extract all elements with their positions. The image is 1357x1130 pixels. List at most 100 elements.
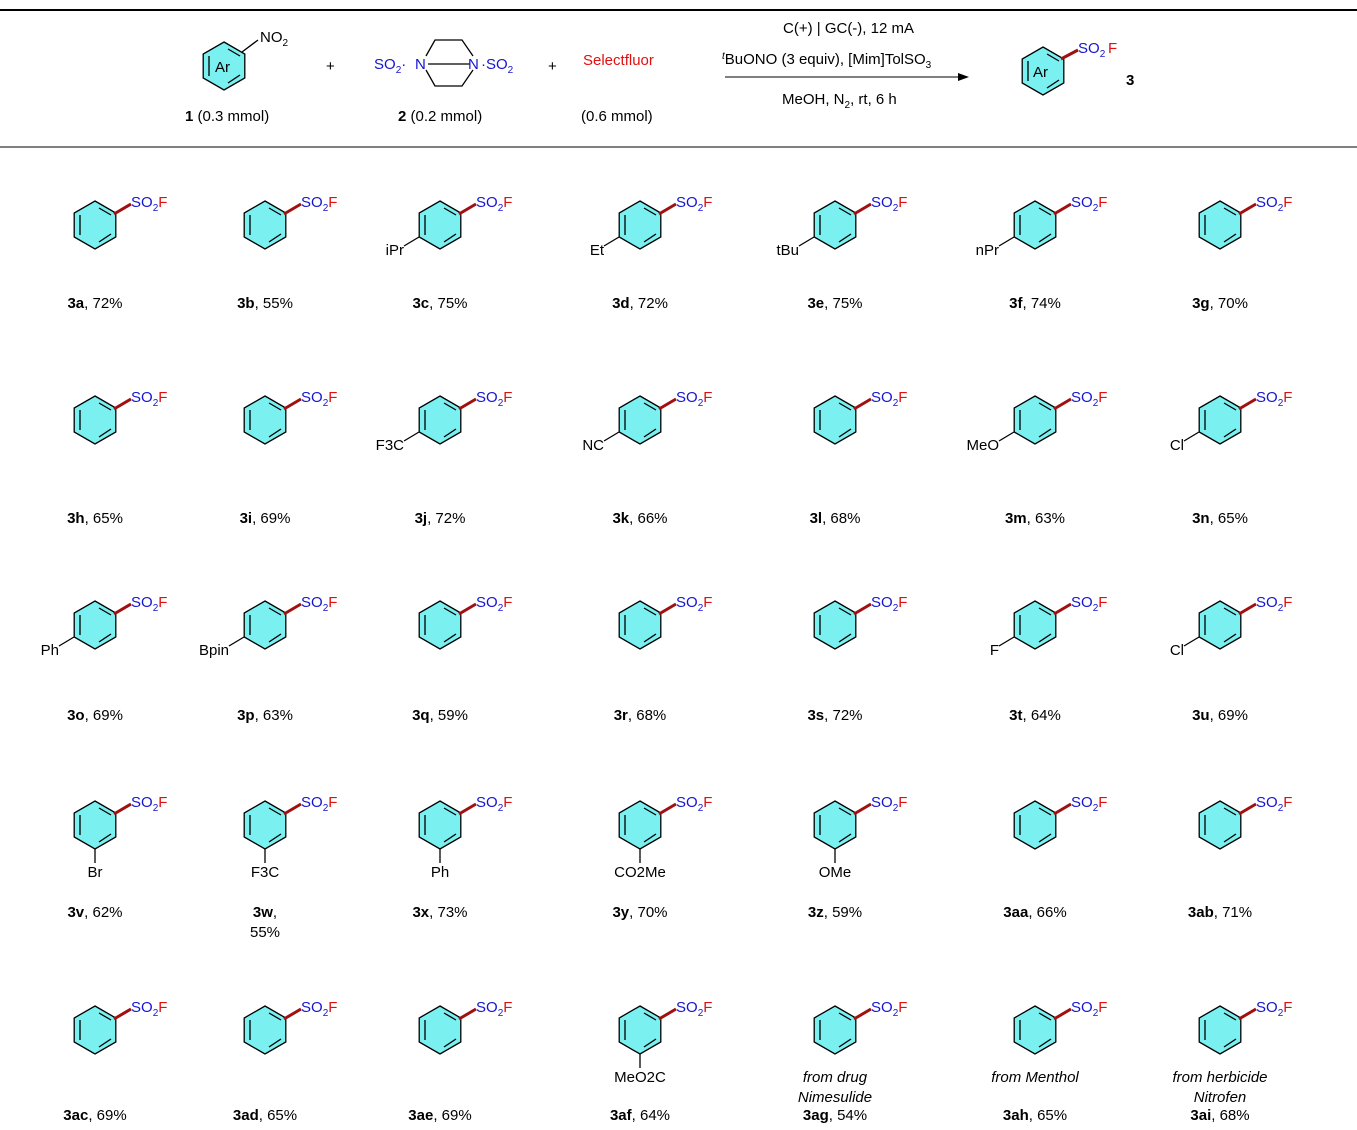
svg-text:SO2·: SO2· xyxy=(374,56,406,76)
compound-label: 3f, 74% xyxy=(1009,295,1061,312)
svg-text:tBuONO (3 equiv), [Mim]TolSO3: tBuONO (3 equiv), [Mim]TolSO3 xyxy=(722,51,932,71)
product-3: Ar SO2 F 3 xyxy=(1021,40,1134,96)
svg-text:SO2F: SO2F xyxy=(871,194,907,214)
compound-label: 3ac, 69% xyxy=(63,1107,126,1124)
product-3l: SO2F 3l, 68% xyxy=(810,389,908,527)
svg-text:2 (0.2 mmol): 2 (0.2 mmol) xyxy=(398,108,482,125)
product-3ab: SO2F 3ab, 71% xyxy=(1188,794,1293,921)
svg-text:SO2F: SO2F xyxy=(676,999,712,1019)
compound-label: 3u, 69% xyxy=(1192,707,1248,724)
compound-label: 3d, 72% xyxy=(612,295,668,312)
product-3aa: SO2F 3aa, 66% xyxy=(1003,794,1107,921)
product-3i: SO2F 3i, 69% xyxy=(240,389,338,527)
compound-label: 3i, 69% xyxy=(240,510,291,527)
svg-text:F: F xyxy=(1108,40,1117,57)
svg-text:+: + xyxy=(548,58,557,75)
svg-text:SO2F: SO2F xyxy=(1256,999,1292,1019)
substituent-label: F xyxy=(990,642,999,659)
substituent-label: iPr xyxy=(386,242,404,259)
svg-text:SO2F: SO2F xyxy=(301,999,337,1019)
product-3b: SO2F 3b, 55% xyxy=(237,194,337,312)
reaction-conditions: C(+) | GC(-), 12 mA tBuONO (3 equiv), [M… xyxy=(722,20,969,111)
product-3k: SO2F NC 3k, 66% xyxy=(582,389,712,527)
svg-text:SO2F: SO2F xyxy=(131,594,167,614)
svg-text:SO2F: SO2F xyxy=(676,594,712,614)
product-3e: SO2F tBu 3e, 75% xyxy=(776,194,907,312)
svg-text:SO2F: SO2F xyxy=(1256,389,1292,409)
substituent-label: nPr xyxy=(976,242,999,259)
substituent-label: Cl xyxy=(1170,642,1184,659)
compound-label: 3n, 65% xyxy=(1192,510,1248,527)
svg-text:SO2F: SO2F xyxy=(871,594,907,614)
compound-label: 3w, xyxy=(253,904,277,921)
compound-label: 3t, 64% xyxy=(1009,707,1061,724)
product-3h: SO2F 3h, 65% xyxy=(67,389,167,527)
svg-text:N: N xyxy=(415,56,426,73)
compound-label: 3ab, 71% xyxy=(1188,904,1252,921)
svg-text:C(+) | GC(-), 12 mA: C(+) | GC(-), 12 mA xyxy=(783,20,914,37)
compound-label: 3ad, 65% xyxy=(233,1107,297,1124)
svg-text:SO2F: SO2F xyxy=(1256,594,1292,614)
product-3s: SO2F 3s, 72% xyxy=(807,594,907,724)
product-3o: SO2F Ph 3o, 69% xyxy=(41,594,168,724)
substituent-label: MeO2C xyxy=(614,1069,666,1086)
svg-text:N: N xyxy=(468,56,479,73)
svg-text:SO2: SO2 xyxy=(1078,40,1106,60)
source-note: Nitrofen xyxy=(1194,1089,1247,1106)
product-3j: SO2F F3C 3j, 72% xyxy=(376,389,513,527)
svg-text:SO2F: SO2F xyxy=(476,999,512,1019)
product-3q: SO2F 3q, 59% xyxy=(412,594,512,724)
product-3a: SO2F 3a, 72% xyxy=(67,194,167,312)
substituent-label: MeO xyxy=(966,437,999,454)
compound-label: 3o, 69% xyxy=(67,707,123,724)
svg-text:SO2F: SO2F xyxy=(871,794,907,814)
svg-text:(0.6 mmol): (0.6 mmol) xyxy=(581,108,653,125)
product-3ah: SO2F from Menthol 3ah, 65% xyxy=(991,999,1107,1124)
substituent-label: OMe xyxy=(819,864,852,881)
product-3g: SO2F 3g, 70% xyxy=(1192,194,1292,312)
product-3u: SO2F Cl 3u, 69% xyxy=(1170,594,1293,724)
svg-text:SO2F: SO2F xyxy=(1071,999,1107,1019)
compound-label: 3ag, 54% xyxy=(803,1107,867,1124)
svg-text:Ar: Ar xyxy=(215,59,230,76)
svg-text:SO2F: SO2F xyxy=(476,389,512,409)
svg-text:Selectfluor: Selectfluor xyxy=(583,52,654,69)
svg-text:SO2F: SO2F xyxy=(676,389,712,409)
svg-text:SO2F: SO2F xyxy=(871,999,907,1019)
compound-label: 3p, 63% xyxy=(237,707,293,724)
compound-label: 3aa, 66% xyxy=(1003,904,1066,921)
svg-text:SO2F: SO2F xyxy=(476,194,512,214)
svg-text:SO2F: SO2F xyxy=(131,194,167,214)
compound-label: 3m, 63% xyxy=(1005,510,1065,527)
compound-label: 3a, 72% xyxy=(67,295,122,312)
substituent-label: F3C xyxy=(376,437,405,454)
product-3z: SO2F OMe 3z, 59% xyxy=(808,794,908,921)
svg-text:SO2F: SO2F xyxy=(676,794,712,814)
product-3v: SO2F Br 3v, 62% xyxy=(67,794,167,921)
compound-label: 3x, 73% xyxy=(412,904,467,921)
product-3x: SO2F Ph 3x, 73% xyxy=(412,794,512,921)
svg-text:SO2F: SO2F xyxy=(301,389,337,409)
substituent-label: Cl xyxy=(1170,437,1184,454)
svg-text:SO2F: SO2F xyxy=(1256,194,1292,214)
compound-label: 3r, 68% xyxy=(614,707,667,724)
svg-text:SO2F: SO2F xyxy=(1071,594,1107,614)
compound-label: 3z, 59% xyxy=(808,904,862,921)
source-note: Nimesulide xyxy=(798,1089,872,1106)
substituent-label: Bpin xyxy=(199,642,229,659)
substituent-label: F3C xyxy=(251,864,280,881)
source-note: from drug xyxy=(803,1069,868,1086)
svg-text:+: + xyxy=(326,58,335,75)
product-3ac: SO2F 3ac, 69% xyxy=(63,999,167,1124)
compound-label: 3k, 66% xyxy=(612,510,667,527)
substituent-label: Ph xyxy=(431,864,449,881)
svg-text:MeOH, N2, rt, 6 h: MeOH, N2, rt, 6 h xyxy=(782,91,897,111)
product-3y: SO2F CO2Me 3y, 70% xyxy=(612,794,712,921)
compound-label: 3s, 72% xyxy=(807,707,862,724)
svg-text:1 (0.3 mmol): 1 (0.3 mmol) xyxy=(185,108,269,125)
svg-text:NO2: NO2 xyxy=(260,29,289,49)
svg-text:SO2F: SO2F xyxy=(1071,389,1107,409)
reagent-1: Ar NO2 1 (0.3 mmol) xyxy=(185,29,289,125)
